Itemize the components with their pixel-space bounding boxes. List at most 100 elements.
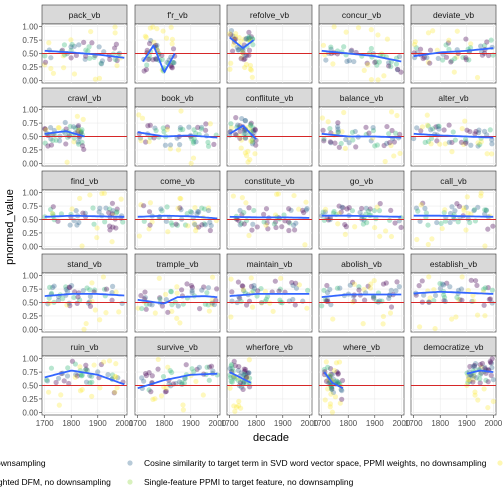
- data-point: [419, 278, 425, 284]
- data-point: [227, 375, 234, 381]
- data-point: [302, 242, 308, 248]
- data-point: [58, 211, 65, 217]
- data-point: [325, 364, 331, 370]
- facet-label: f'r_vb: [167, 10, 188, 20]
- data-point: [75, 123, 82, 129]
- data-point: [258, 286, 264, 292]
- trend-line: [413, 132, 494, 139]
- data-point: [199, 222, 205, 228]
- data-point: [248, 138, 254, 144]
- data-point: [434, 47, 440, 53]
- data-point: [164, 124, 170, 130]
- data-point: [71, 294, 77, 301]
- data-point: [382, 158, 388, 165]
- data-point: [184, 281, 190, 287]
- data-point: [424, 122, 431, 128]
- data-point: [84, 285, 90, 291]
- data-point: [165, 229, 171, 235]
- data-point: [490, 377, 496, 383]
- data-point: [388, 63, 394, 70]
- data-point: [141, 68, 147, 74]
- data-point: [84, 367, 91, 373]
- y-tick-label: 0.00: [22, 76, 38, 85]
- data-point: [113, 210, 120, 216]
- data-point: [192, 130, 199, 136]
- data-point: [192, 204, 198, 211]
- data-point: [238, 137, 245, 143]
- data-point: [242, 117, 248, 124]
- data-point: [109, 283, 116, 289]
- x-tick-label: 1900: [89, 419, 107, 428]
- data-point: [227, 385, 233, 391]
- trend-line: [44, 369, 125, 386]
- data-point: [427, 47, 434, 53]
- data-point: [343, 29, 349, 35]
- facet-pack_vb: pack_vb: [41, 4, 128, 84]
- trend-line: [413, 214, 494, 218]
- x-tick-label: 2000: [392, 419, 410, 428]
- data-point: [334, 369, 340, 375]
- data-point: [323, 359, 329, 365]
- data-point: [332, 394, 339, 400]
- data-point: [136, 112, 142, 118]
- data-point: [82, 210, 88, 216]
- data-point: [43, 377, 50, 383]
- data-point: [180, 126, 186, 133]
- data-point: [74, 222, 80, 228]
- data-point: [91, 287, 98, 293]
- data-point: [375, 77, 381, 83]
- data-point: [393, 288, 399, 294]
- data-point: [78, 129, 84, 136]
- data-point: [377, 233, 383, 239]
- data-point: [391, 139, 397, 145]
- data-point: [101, 359, 107, 365]
- y-tick-label: 0.75: [22, 36, 38, 45]
- data-point: [252, 127, 258, 133]
- data-point: [74, 113, 80, 119]
- data-point: [235, 367, 241, 373]
- facet-deviate_vb: deviate_vb: [410, 4, 497, 84]
- data-point: [470, 292, 476, 299]
- data-point: [163, 218, 169, 224]
- data-point: [240, 47, 246, 53]
- data-point: [353, 144, 359, 150]
- data-point: [336, 203, 342, 209]
- facet-maintain_vb: maintain_vb: [226, 253, 313, 333]
- facet-balance_vb: balance_vb: [318, 87, 405, 167]
- data-point: [143, 66, 150, 73]
- data-point: [277, 286, 283, 292]
- data-point: [79, 127, 85, 133]
- data-point: [72, 361, 78, 367]
- data-point: [324, 282, 330, 289]
- data-point: [425, 59, 431, 65]
- data-point: [481, 211, 488, 217]
- data-point: [203, 121, 209, 127]
- data-point: [487, 296, 494, 302]
- data-point: [48, 55, 54, 61]
- data-point: [229, 366, 235, 372]
- data-point: [320, 42, 327, 48]
- data-point: [174, 222, 181, 228]
- data-point: [146, 139, 152, 145]
- data-point: [471, 207, 477, 214]
- data-point: [116, 309, 122, 315]
- data-point: [252, 126, 258, 132]
- data-point: [115, 375, 121, 381]
- data-point: [235, 377, 241, 384]
- data-point: [383, 280, 389, 286]
- data-point: [330, 389, 337, 396]
- data-point: [248, 283, 255, 289]
- data-point: [103, 310, 109, 316]
- data-point: [465, 287, 471, 294]
- data-point: [248, 123, 254, 129]
- data-point: [106, 210, 112, 216]
- trend-line: [321, 293, 402, 298]
- data-point: [91, 54, 97, 60]
- data-point: [368, 138, 374, 144]
- data-point: [175, 303, 181, 309]
- data-point: [42, 126, 48, 132]
- data-point: [245, 37, 251, 43]
- data-point: [92, 307, 98, 313]
- data-point: [250, 128, 256, 134]
- y-tick-label: 0.25: [22, 395, 38, 404]
